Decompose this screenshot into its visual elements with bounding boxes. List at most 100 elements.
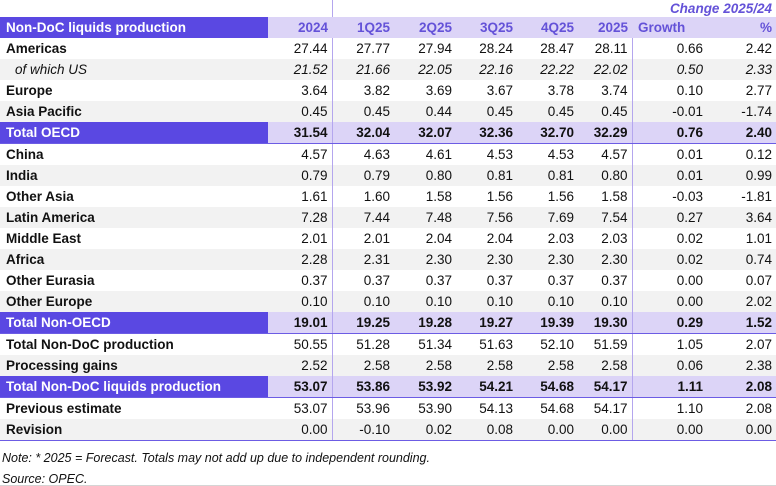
cell-value: 3.64 [268, 80, 333, 101]
cell-value: 2.30 [394, 249, 456, 270]
cell-value: 54.17 [578, 376, 633, 398]
cell-value: 0.66 [676, 41, 703, 56]
table-row: Americas 27.44 27.77 27.94 28.24 28.47 28.11 0.… [0, 38, 776, 59]
cell-value: 3.67 [486, 83, 513, 98]
table-row: Asia Pacific 0.45 0.45 0.44 0.45 0.45 0.45 -0.0… [0, 101, 776, 122]
cell-value: 0.10 [517, 291, 578, 312]
row-label: Middle East [6, 231, 82, 246]
table-row: India 0.79 0.79 0.80 0.81 0.81 0.80 0.01 0.99 [0, 165, 776, 186]
row-label: Latin America [0, 207, 268, 228]
cell-value: 2.58 [578, 355, 633, 376]
cell-value: 53.92 [394, 376, 456, 398]
cell-value: 52.10 [540, 337, 574, 352]
cell-value: 4.57 [268, 143, 333, 165]
cell-value: 27.44 [268, 38, 333, 59]
cell-value: 4.57 [578, 143, 633, 165]
cell-value: 28.24 [479, 41, 513, 56]
cell-value: 54.68 [517, 376, 578, 398]
cell-value: 1.11 [632, 376, 707, 398]
cell-value: 2.01 [268, 228, 333, 249]
row-label: Previous estimate [6, 401, 122, 416]
cell-value: 22.16 [456, 59, 517, 80]
column-header-growth: Growth [632, 17, 707, 38]
cell-value: 54.17 [578, 397, 633, 419]
cell-value: 2.01 [363, 231, 390, 246]
row-label: Total OECD [0, 122, 268, 144]
row-label: Europe [6, 83, 53, 98]
row-label: Other Europe [0, 291, 268, 312]
table-row: Latin America 7.28 7.44 7.48 7.56 7.69 7.54 0.2… [0, 207, 776, 228]
cell-value: 0.45 [268, 101, 333, 122]
cell-value: 22.02 [578, 59, 633, 80]
cell-value: 4.53 [486, 147, 513, 162]
cell-value: 0.74 [707, 249, 776, 270]
cell-value: 19.28 [394, 312, 456, 334]
spacer [0, 0, 268, 17]
cell-value: 0.02 [676, 231, 703, 246]
table-row: Middle East 2.01 2.01 2.04 2.04 2.03 2.03 0.02 1… [0, 228, 776, 249]
row-label: Total Non-DoC liquids production [0, 376, 268, 398]
table-row: Total Non-DoC production 50.55 51.28 51.34 5… [0, 333, 776, 355]
cell-value: 0.07 [745, 273, 772, 288]
cell-value: -0.10 [332, 419, 394, 441]
cell-value: 0.10 [332, 291, 394, 312]
cell-value: 2.58 [517, 355, 578, 376]
cell-value: 0.00 [632, 291, 707, 312]
cell-value: 1.01 [745, 231, 772, 246]
cell-value: 3.78 [547, 83, 574, 98]
cell-value: 21.52 [268, 59, 333, 80]
cell-value: 21.66 [332, 59, 394, 80]
row-label: Africa [0, 249, 268, 270]
source-note: Source: OPEC. [2, 472, 88, 486]
cell-value: 51.34 [418, 337, 452, 352]
row-label: China [6, 147, 44, 162]
row-label: Total Non-DoC production [6, 337, 174, 352]
cell-value: 0.79 [332, 165, 394, 186]
cell-value: 0.02 [394, 419, 456, 441]
cell-value: 0.37 [547, 273, 574, 288]
cell-value: 19.27 [456, 312, 517, 334]
cell-value: 19.39 [517, 312, 578, 334]
cell-value: 0.00 [578, 419, 633, 441]
cell-value: 1.58 [425, 189, 452, 204]
cell-value: 53.86 [332, 376, 394, 398]
table-row: Total OECD 31.54 32.04 32.07 32.36 32.70 32.29… [0, 122, 776, 144]
cell-value: 0.00 [676, 273, 703, 288]
cell-value: 22.22 [517, 59, 578, 80]
cell-value: 0.37 [268, 270, 333, 291]
cell-value: 0.00 [632, 419, 707, 441]
spacer [268, 0, 333, 17]
cell-value: 32.07 [394, 122, 456, 144]
table-row: Other Europe 0.10 0.10 0.10 0.10 0.10 0.10 0.00… [0, 291, 776, 312]
cell-value: 0.80 [394, 165, 456, 186]
cell-value: 0.81 [456, 165, 517, 186]
cell-value: 7.48 [394, 207, 456, 228]
cell-value: 2.03 [547, 231, 574, 246]
column-header-row: Non-DoC liquids production 2024 1Q25 2Q2… [0, 17, 776, 38]
cell-value: 2.28 [268, 249, 333, 270]
cell-value: 51.59 [578, 333, 633, 355]
cell-value: 1.56 [547, 189, 574, 204]
cell-value: 0.37 [425, 273, 452, 288]
cell-value: 1.05 [676, 337, 703, 352]
cell-value: 54.68 [540, 401, 574, 416]
cell-value: 7.69 [517, 207, 578, 228]
cell-value: 0.01 [676, 147, 703, 162]
cell-value: 2.08 [745, 401, 772, 416]
cell-value: 32.04 [332, 122, 394, 144]
cell-value: 19.25 [332, 312, 394, 334]
row-label: Asia Pacific [0, 101, 268, 122]
column-header-1q25: 1Q25 [332, 17, 394, 38]
cell-value: 1.58 [578, 186, 633, 207]
cell-value: 28.11 [578, 38, 633, 59]
row-label: of which US [0, 59, 268, 80]
table-row: Revision 0.00 -0.10 0.02 0.08 0.00 0.00 0.00 0.0… [0, 419, 776, 441]
table-title: Non-DoC liquids production [0, 17, 268, 38]
row-label: India [0, 165, 268, 186]
cell-value: 22.05 [394, 59, 456, 80]
footer-notes: Note: * 2025 = Forecast. Totals may not … [0, 441, 776, 486]
cell-value: 7.44 [332, 207, 394, 228]
cell-value: 27.94 [418, 41, 452, 56]
cell-value: 0.10 [676, 83, 703, 98]
